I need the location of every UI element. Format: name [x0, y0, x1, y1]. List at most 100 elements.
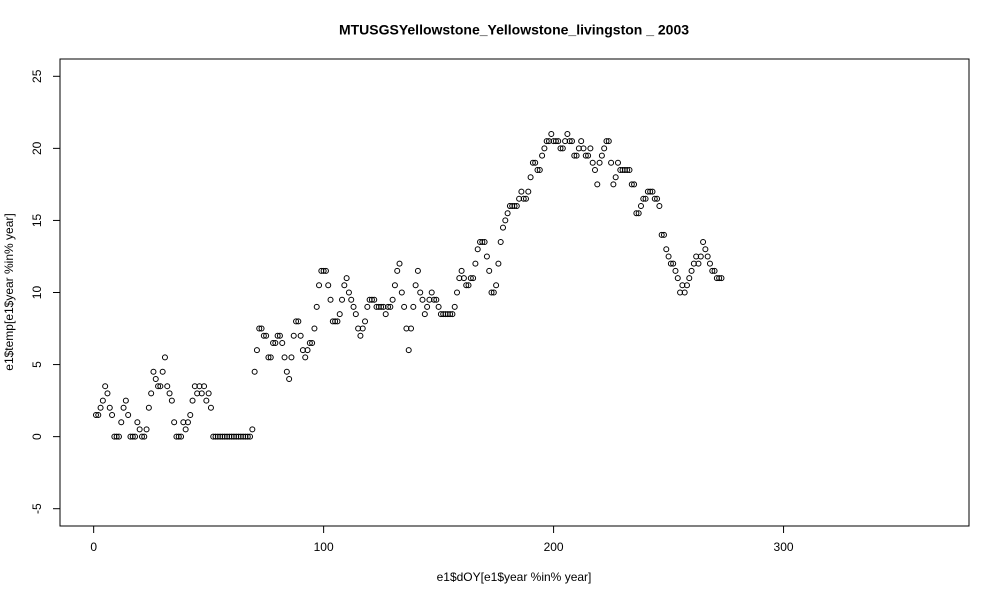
point	[334, 318, 341, 325]
point	[396, 260, 403, 267]
x-tick-label: 300	[774, 540, 794, 554]
point	[697, 253, 704, 260]
point	[718, 275, 725, 282]
point	[260, 332, 267, 339]
point	[706, 260, 713, 267]
x-tick-label: 100	[314, 540, 334, 554]
point	[504, 210, 511, 217]
x-tick-label: 200	[544, 540, 564, 554]
point	[458, 267, 465, 274]
point	[631, 181, 638, 188]
point	[608, 159, 615, 166]
point	[493, 282, 500, 289]
point	[424, 303, 431, 310]
point	[603, 138, 610, 145]
point	[313, 303, 320, 310]
point	[258, 325, 265, 332]
point	[428, 289, 435, 296]
point	[141, 433, 148, 440]
point	[656, 203, 663, 210]
point	[582, 152, 589, 159]
y-tick-label: -5	[30, 503, 44, 514]
point	[711, 267, 718, 274]
point	[660, 231, 667, 238]
point	[564, 130, 571, 137]
x-tick-label: 0	[90, 540, 97, 554]
point	[113, 433, 120, 440]
point	[182, 426, 189, 433]
point	[159, 368, 166, 375]
point	[580, 145, 587, 152]
point	[518, 188, 525, 195]
point	[187, 412, 194, 419]
point	[115, 433, 122, 440]
point	[249, 426, 256, 433]
point	[207, 404, 214, 411]
point	[281, 354, 288, 361]
point	[152, 375, 159, 382]
point	[414, 267, 421, 274]
point	[649, 188, 656, 195]
point	[155, 383, 162, 390]
point	[306, 339, 313, 346]
point	[276, 332, 283, 339]
point	[548, 130, 555, 137]
point	[311, 325, 318, 332]
point	[295, 318, 302, 325]
point	[651, 195, 658, 202]
point	[467, 275, 474, 282]
point	[573, 152, 580, 159]
point	[642, 195, 649, 202]
point	[143, 426, 150, 433]
point	[695, 260, 702, 267]
point	[566, 138, 573, 145]
point	[536, 166, 543, 173]
chart-title: MTUSGSYellowstone_Yellowstone_livingston…	[339, 22, 689, 38]
point	[557, 145, 564, 152]
point	[279, 339, 286, 346]
point	[486, 267, 493, 274]
plot-box	[59, 58, 970, 527]
point	[605, 138, 612, 145]
point	[341, 282, 348, 289]
point	[610, 181, 617, 188]
point	[267, 354, 274, 361]
point	[571, 152, 578, 159]
point	[626, 166, 633, 173]
point	[483, 253, 490, 260]
point	[472, 260, 479, 267]
point	[272, 339, 279, 346]
point	[109, 412, 116, 419]
y-tick-label: 20	[30, 141, 44, 155]
point	[672, 267, 679, 274]
point	[148, 390, 155, 397]
point	[357, 332, 364, 339]
point	[470, 275, 477, 282]
point	[612, 174, 619, 181]
point	[132, 433, 139, 440]
point	[302, 354, 309, 361]
point	[247, 433, 254, 440]
point	[433, 296, 440, 303]
point	[256, 325, 263, 332]
point	[171, 419, 178, 426]
point	[382, 311, 389, 318]
point	[253, 347, 260, 354]
y-tick-label: 5	[30, 361, 44, 368]
point	[166, 390, 173, 397]
point	[398, 289, 405, 296]
point	[431, 296, 438, 303]
point	[362, 318, 369, 325]
point	[201, 383, 208, 390]
point	[345, 289, 352, 296]
point	[635, 210, 642, 217]
point	[585, 152, 592, 159]
point	[270, 339, 277, 346]
point	[339, 296, 346, 303]
point	[175, 433, 182, 440]
point	[283, 368, 290, 375]
point	[647, 188, 654, 195]
point	[587, 145, 594, 152]
point	[322, 267, 329, 274]
